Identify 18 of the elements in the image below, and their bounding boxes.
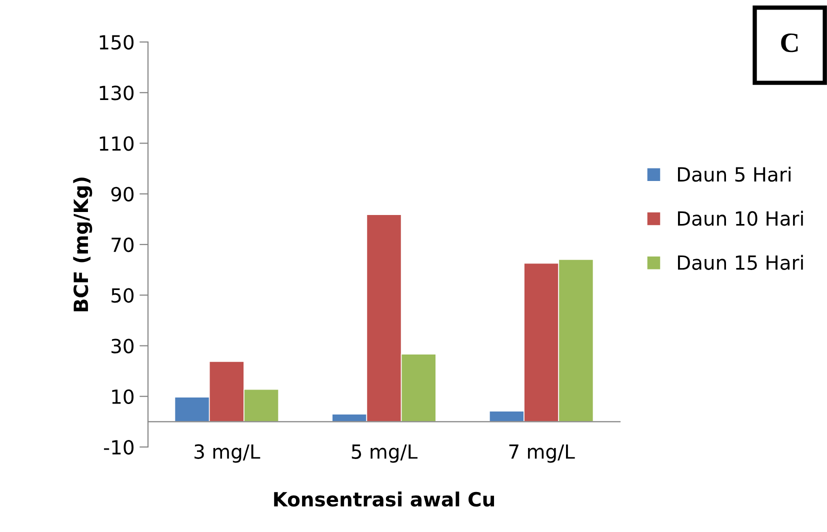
y-tick-label: 10 [112,389,134,404]
x-tick-label: 5 mg/L [352,444,418,463]
legend-label: Daun 15 Hari [678,254,803,270]
y-tick-label: 30 [112,338,134,354]
x-axis-title: Konsentrasi awal Cu [274,492,494,507]
x-tick-label: 3 mg/L [194,444,260,463]
x-tick-label: 7 mg/L [509,444,575,463]
y-axis-title: BCF (mg/Kg) [73,178,92,312]
legend-label: Daun 10 Hari [678,210,803,226]
text: C [781,34,798,52]
y-tick-label: 70 [112,237,134,252]
y-tick-label: 90 [111,186,134,202]
y-tick-label: 130 [100,86,134,100]
y-tick-label: 50 [112,288,134,303]
y-tick-label: 150 [100,34,134,50]
y-tick-label: 110 [100,136,134,151]
legend-label: Daun 5 Hari [678,166,790,182]
y-tick-label: -10 [104,440,134,455]
